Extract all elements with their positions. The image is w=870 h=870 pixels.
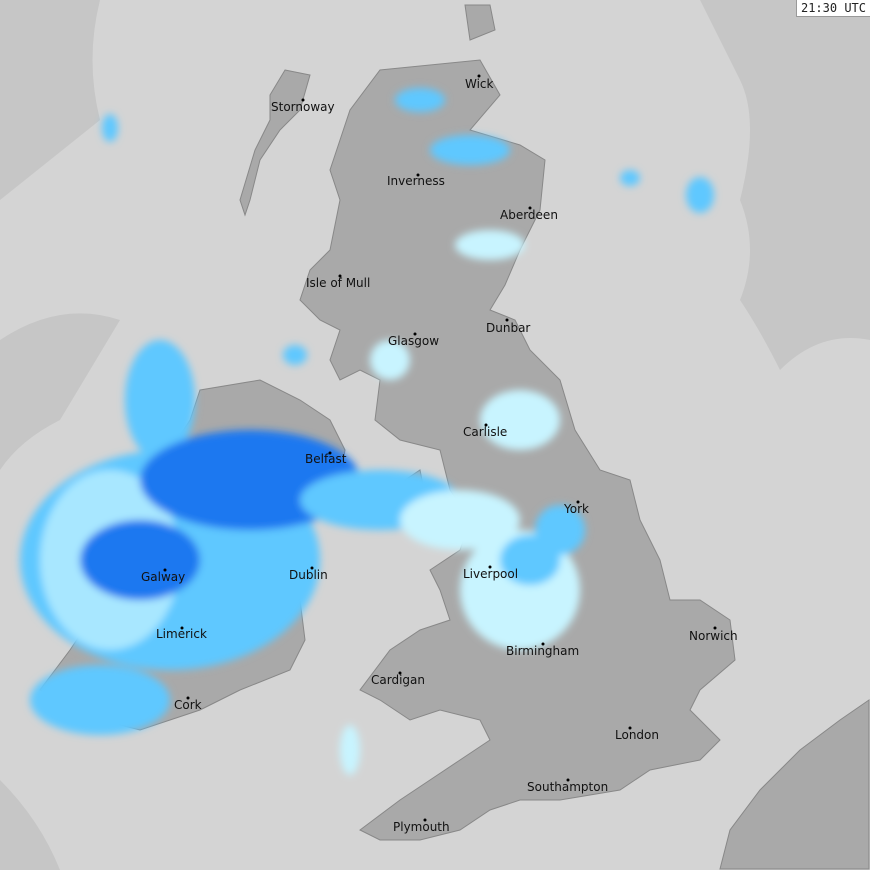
city-cork: Cork [174, 696, 202, 712]
city-label: Southampton [527, 780, 608, 794]
city-liverpool: Liverpool [463, 565, 518, 581]
city-label: Inverness [387, 174, 445, 188]
city-belfast: Belfast [305, 451, 347, 466]
city-limerick: Limerick [156, 626, 207, 641]
city-glasgow: Glasgow [388, 332, 439, 348]
city-carlisle: Carlisle [463, 423, 507, 439]
city-inverness: Inverness [387, 173, 445, 188]
city-dot [310, 566, 314, 570]
city-dunbar: Dunbar [486, 318, 530, 335]
city-label: Plymouth [393, 820, 450, 834]
city-southampton: Southampton [527, 778, 608, 794]
city-dot [576, 500, 580, 504]
city-label: Dunbar [486, 321, 530, 335]
city-dot [180, 626, 184, 630]
city-dot [488, 565, 492, 569]
city-dot [338, 274, 342, 278]
rain-echoes [20, 88, 714, 775]
city-label: Cardigan [371, 673, 425, 687]
continent [719, 699, 870, 870]
city-label: York [563, 502, 589, 516]
city-labels: Wick Stornoway Inverness Aberdeen Isle of Mu… [141, 74, 738, 834]
city-dot [505, 318, 509, 322]
city-dot [163, 568, 167, 572]
city-label: Liverpool [463, 567, 518, 581]
city-label: Wick [465, 77, 494, 91]
city-birmingham: Birmingham [506, 642, 579, 658]
timestamp: 21:30 UTC [795, 0, 870, 17]
city-galway: Galway [141, 568, 185, 584]
city-label: Aberdeen [500, 208, 558, 222]
city-dot [541, 642, 545, 646]
city-dot [413, 332, 417, 336]
city-norwich: Norwich [689, 626, 738, 643]
city-dot [528, 206, 532, 210]
orkney [464, 4, 496, 41]
city-dot [416, 173, 420, 177]
city-isle-of-mull: Isle of Mull [306, 274, 370, 290]
city-label: Glasgow [388, 334, 439, 348]
city-london: London [615, 726, 659, 742]
city-label: Birmingham [506, 644, 579, 658]
city-dot [423, 818, 427, 822]
city-dot [398, 671, 402, 675]
city-label: Stornoway [271, 100, 335, 114]
outer-hebrides [239, 69, 311, 217]
city-wick: Wick [465, 74, 494, 91]
city-aberdeen: Aberdeen [500, 206, 558, 222]
city-label: Limerick [156, 627, 207, 641]
city-dot [484, 423, 488, 427]
great-britain [299, 59, 736, 841]
city-dot [628, 726, 632, 730]
city-dot [566, 778, 570, 782]
city-label: Galway [141, 570, 185, 584]
city-cardigan: Cardigan [371, 671, 425, 687]
city-label: Dublin [289, 568, 328, 582]
city-label: Carlisle [463, 425, 507, 439]
city-plymouth: Plymouth [393, 818, 450, 834]
city-label: London [615, 728, 659, 742]
city-dot [328, 451, 332, 455]
city-dot [301, 98, 305, 102]
city-label: Belfast [305, 452, 347, 466]
city-label: Isle of Mull [306, 276, 370, 290]
city-dot [477, 74, 481, 78]
city-label: Norwich [689, 629, 738, 643]
city-dot [713, 626, 717, 630]
city-label: Cork [174, 698, 202, 712]
city-stornoway: Stornoway [271, 98, 335, 114]
city-york: York [563, 500, 589, 516]
city-dot [186, 696, 190, 700]
city-dublin: Dublin [289, 566, 328, 582]
